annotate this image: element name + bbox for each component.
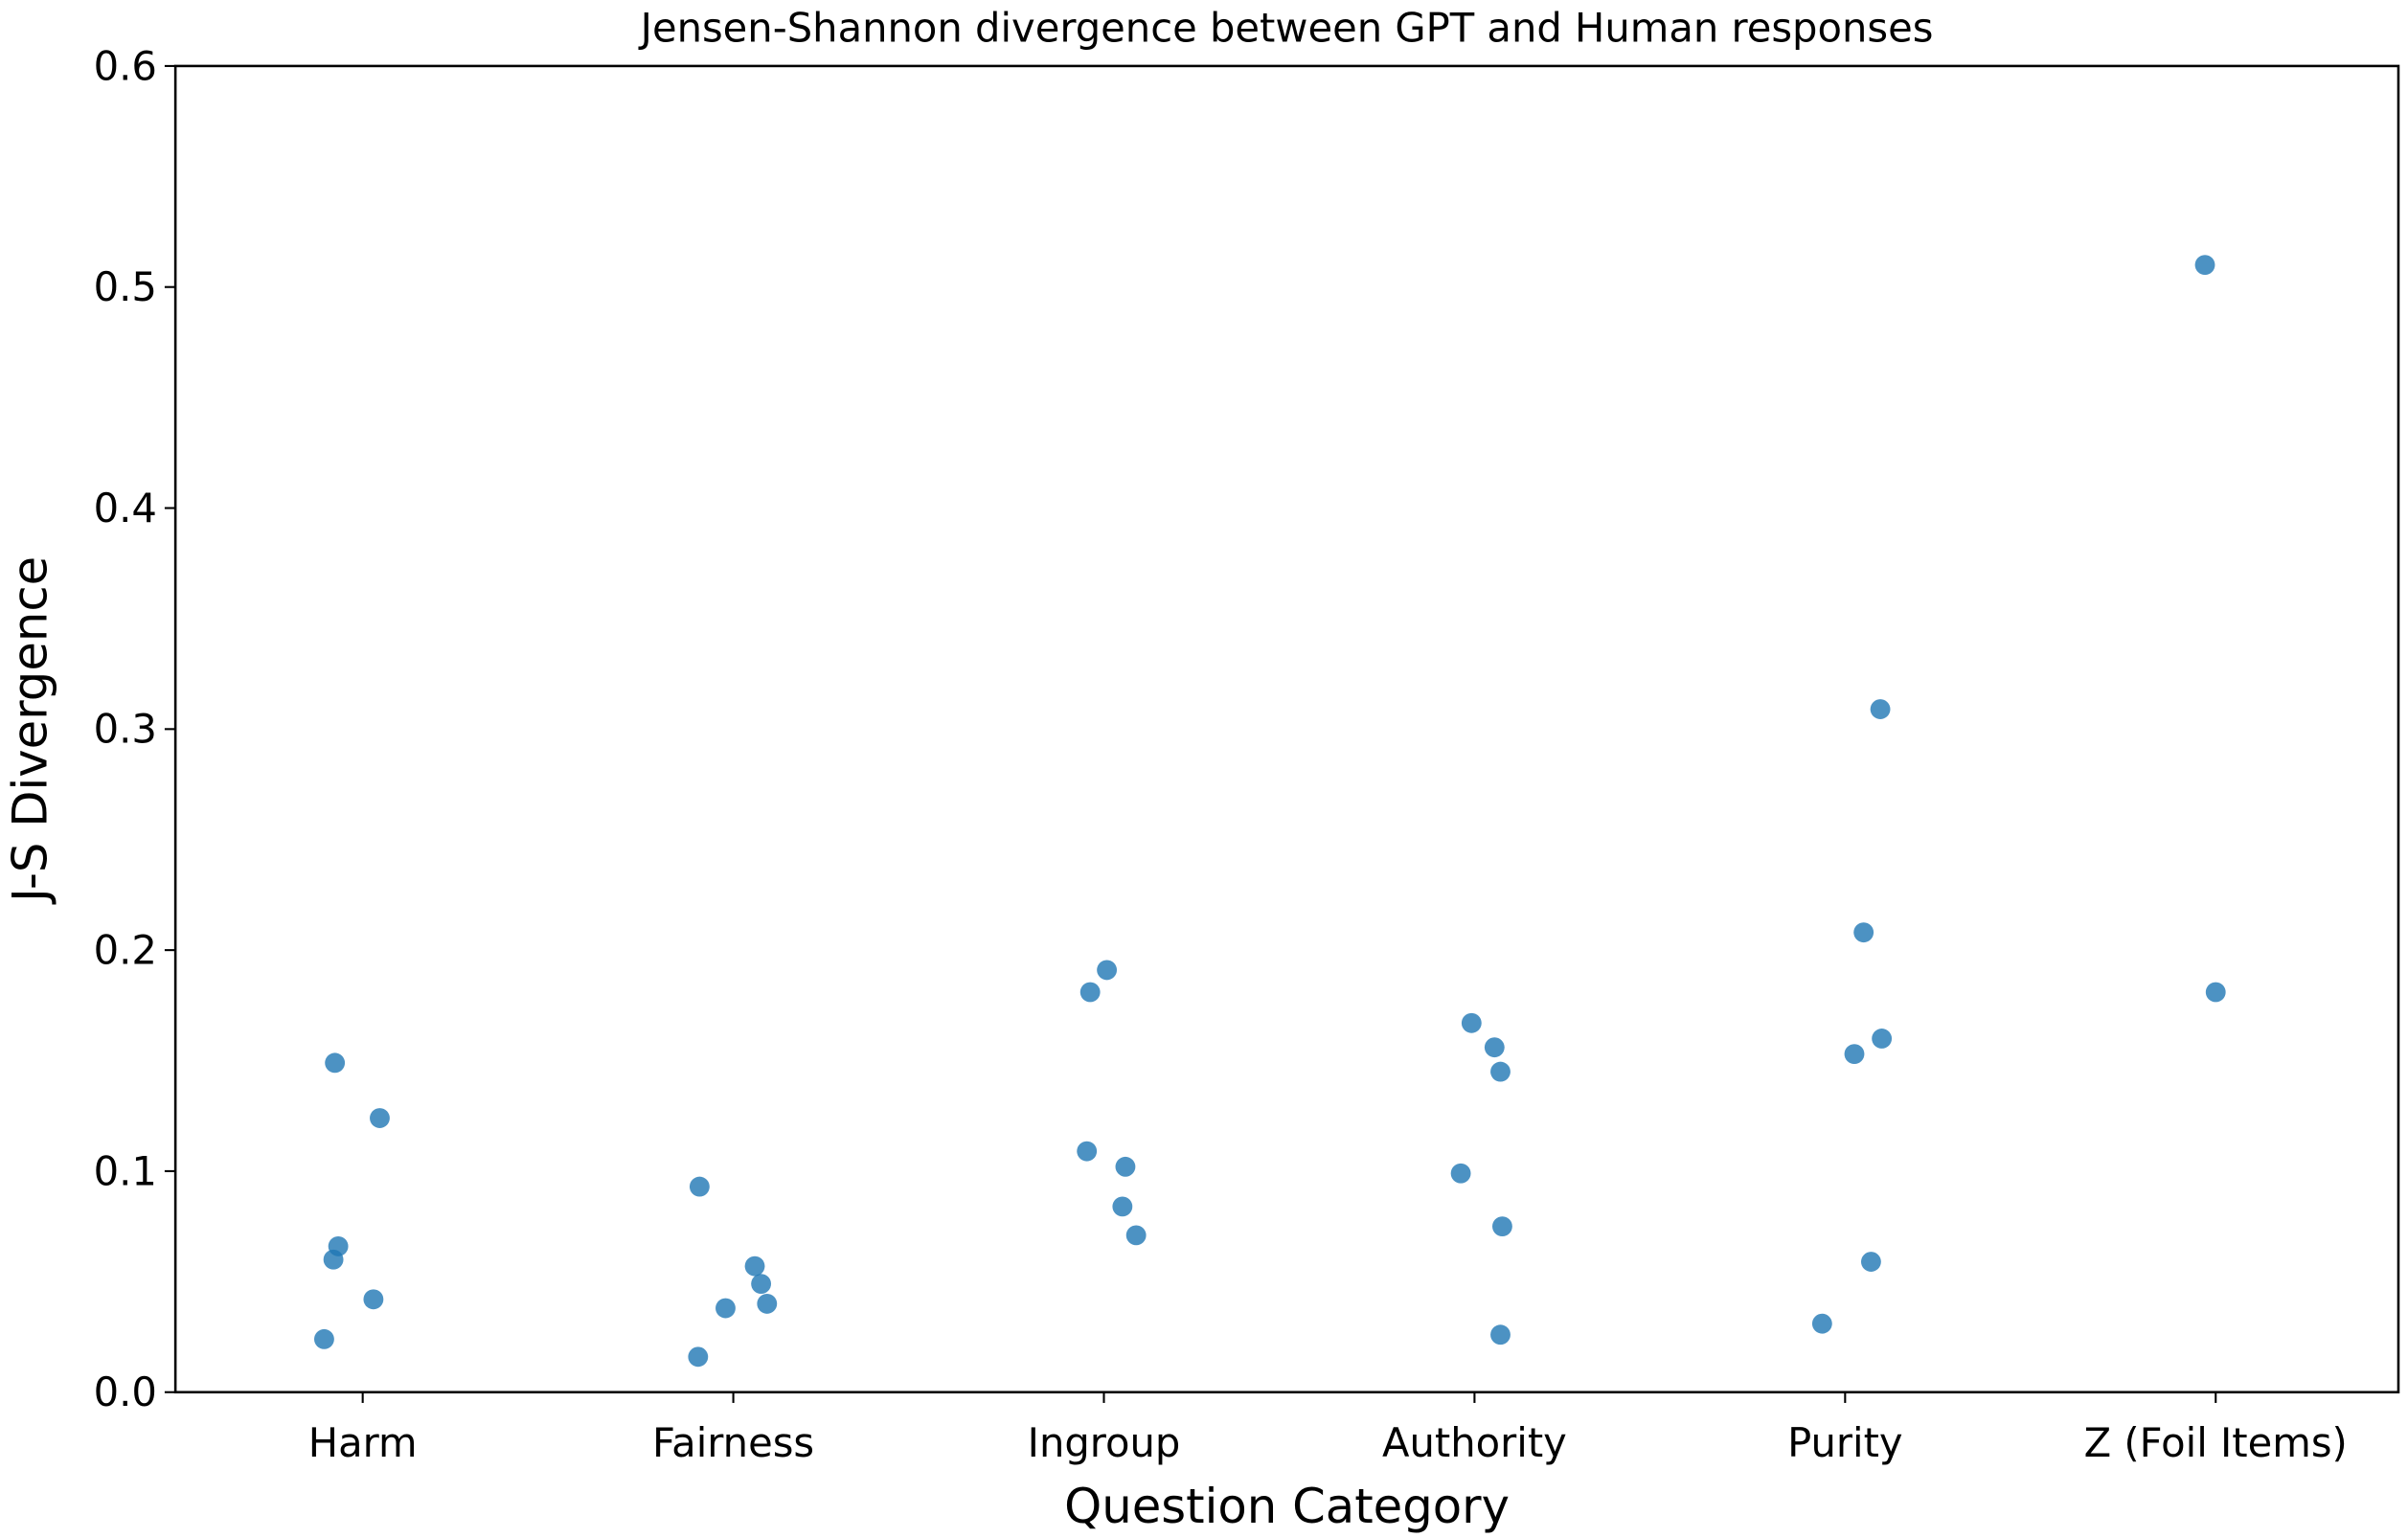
y-tick-label: 0.2 (94, 927, 157, 974)
x-tick-label: Harm (308, 1419, 418, 1466)
chart-title: Jensen-Shannon divergence between GPT an… (638, 4, 1934, 51)
data-point-purity (1844, 1044, 1865, 1065)
data-point-harm (325, 1052, 346, 1074)
y-tick-label: 0.0 (94, 1368, 157, 1415)
y-tick-label: 0.4 (94, 485, 157, 532)
data-point-authority (1492, 1216, 1512, 1237)
data-point-ingroup (1097, 960, 1118, 981)
x-axis-label: Question Category (1064, 1479, 1510, 1534)
y-tick-label: 0.1 (94, 1147, 157, 1194)
x-tick-label: Ingroup (1028, 1419, 1181, 1466)
data-point-ingroup (1077, 1141, 1098, 1162)
data-point-purity (1853, 922, 1874, 943)
data-point-harm (314, 1328, 334, 1349)
y-tick-label: 0.5 (94, 263, 157, 310)
plot-frame (173, 64, 2400, 1394)
x-tick-label: Z (Foil Items) (2084, 1419, 2348, 1466)
y-tick-label: 0.3 (94, 706, 157, 753)
data-point-fairness (744, 1255, 765, 1277)
x-tick-label: Authority (1382, 1419, 1567, 1466)
data-point-ingroup (1112, 1196, 1133, 1217)
data-point-ingroup (1115, 1156, 1136, 1177)
data-point-z-foil-items (2194, 255, 2215, 276)
data-point-fairness (751, 1274, 772, 1295)
data-point-purity (1872, 1029, 1893, 1049)
data-point-authority (1461, 1012, 1482, 1033)
x-tick-label: Purity (1787, 1419, 1902, 1466)
data-point-ingroup (1079, 982, 1101, 1003)
data-point-purity (1870, 699, 1891, 719)
data-point-authority (1450, 1163, 1471, 1184)
data-point-z-foil-items (2205, 982, 2226, 1003)
x-tick-label: Fairness (652, 1419, 814, 1466)
data-point-fairness (716, 1298, 736, 1319)
data-point-authority (1490, 1324, 1511, 1346)
data-point-harm (370, 1108, 390, 1128)
data-point-harm (323, 1249, 344, 1270)
data-point-purity (1860, 1252, 1881, 1272)
data-point-authority (1490, 1061, 1511, 1082)
data-point-fairness (757, 1293, 778, 1314)
y-tick-label: 0.6 (94, 42, 157, 89)
data-point-fairness (689, 1176, 710, 1197)
data-point-ingroup (1125, 1225, 1147, 1246)
data-point-harm (363, 1289, 384, 1310)
data-point-fairness (688, 1346, 709, 1368)
data-point-authority (1484, 1037, 1505, 1058)
data-point-purity (1811, 1313, 1832, 1334)
y-axis-label: J-S Divergence (2, 556, 57, 905)
